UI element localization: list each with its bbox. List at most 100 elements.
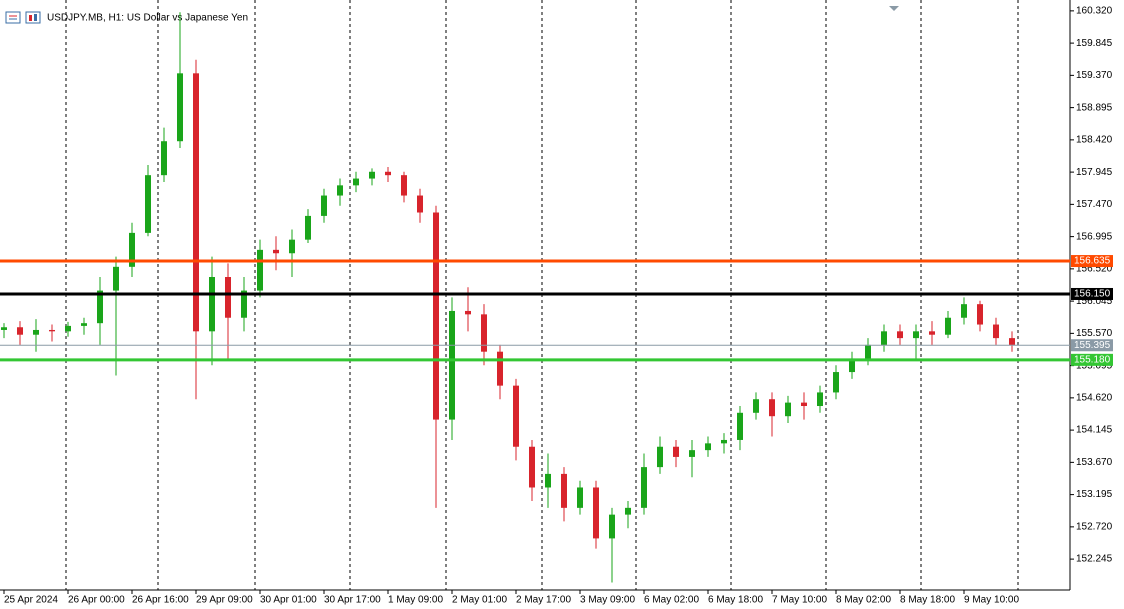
candle-body [65, 325, 71, 332]
candle-body [81, 323, 87, 326]
y-tick-label: 156.995 [1076, 231, 1113, 242]
candle-body [145, 175, 151, 233]
candle-body [273, 249, 279, 254]
y-tick-label: 158.420 [1076, 135, 1113, 146]
candle [113, 256, 119, 376]
candle-body [305, 215, 311, 240]
y-tick-label: 152.720 [1076, 521, 1113, 532]
x-tick-label: 1 May 09:00 [388, 595, 443, 606]
candle [785, 395, 791, 423]
candle [353, 171, 359, 193]
candle-body [401, 175, 407, 196]
title-icons [5, 11, 41, 24]
candle-body [961, 304, 967, 318]
candle-body [577, 487, 583, 508]
candle-body [129, 232, 135, 267]
candle-body [433, 212, 439, 420]
x-tick-label: 26 Apr 00:00 [68, 595, 125, 606]
candle-body [241, 290, 247, 318]
y-tick-label: 154.620 [1076, 393, 1113, 404]
candle [81, 317, 87, 335]
candle [721, 433, 727, 454]
x-tick-label: 2 May 01:00 [452, 595, 507, 606]
candle [561, 467, 567, 522]
y-tick-label: 159.370 [1076, 70, 1113, 81]
candle-body [417, 195, 423, 213]
candle [273, 236, 279, 271]
candle [753, 392, 759, 420]
y-tick-label: 159.845 [1076, 38, 1113, 49]
candle [849, 351, 855, 379]
candle-body [481, 314, 487, 352]
candle-body [689, 450, 695, 457]
price-level-label: 155.395 [1074, 340, 1111, 351]
x-tick-label: 30 Apr 01:00 [260, 595, 317, 606]
x-tick-label: 8 May 02:00 [836, 595, 891, 606]
candle [737, 406, 743, 451]
candle [49, 324, 55, 342]
candle-body [785, 402, 791, 417]
candle [657, 436, 663, 474]
price-level-box [1071, 339, 1113, 352]
candle [33, 319, 39, 352]
y-tick-label: 153.670 [1076, 457, 1113, 468]
shift-marker [889, 6, 899, 11]
candle [193, 59, 199, 400]
candle [369, 168, 375, 186]
price-level-box [1071, 353, 1113, 366]
candle [97, 277, 103, 345]
y-tick-label: 153.195 [1076, 489, 1113, 500]
candle [241, 277, 247, 332]
candle [881, 324, 887, 352]
candle-body [337, 185, 343, 196]
icon [5, 11, 21, 24]
candle [17, 321, 23, 345]
y-tick-label: 157.470 [1076, 199, 1113, 210]
candle-body [769, 399, 775, 417]
candle-body [225, 277, 231, 318]
candle [401, 171, 407, 203]
candle-body [289, 239, 295, 254]
x-tick-label: 25 Apr 2024 [4, 595, 58, 606]
x-tick-label: 7 May 10:00 [772, 595, 827, 606]
y-tick-label: 158.895 [1076, 102, 1113, 113]
x-tick-label: 29 Apr 09:00 [196, 595, 253, 606]
y-tick-label: 155.570 [1076, 328, 1113, 339]
candle-body [897, 331, 903, 339]
candle [129, 222, 135, 278]
candle-body [1009, 338, 1015, 345]
candle-body [737, 412, 743, 440]
y-tick-label: 157.945 [1076, 167, 1113, 178]
candle [161, 127, 167, 182]
candle [945, 310, 951, 339]
candle-body [609, 514, 615, 539]
candle [801, 392, 807, 420]
candle-body [209, 277, 215, 332]
candle-body [353, 178, 359, 186]
candle-body [673, 446, 679, 457]
candle [897, 324, 903, 345]
candle [993, 317, 999, 345]
candle-body [593, 487, 599, 539]
candle [593, 480, 599, 549]
candle [145, 164, 151, 237]
candle-body [977, 304, 983, 325]
x-tick-label: 6 May 02:00 [644, 595, 699, 606]
candle-body [801, 402, 807, 407]
y-tick-label: 156.520 [1076, 264, 1113, 275]
candle [545, 453, 551, 508]
candle [929, 321, 935, 345]
candle [289, 229, 295, 278]
candle-body [561, 473, 567, 508]
candle [513, 378, 519, 461]
price-level-box [1071, 287, 1113, 300]
candle [625, 501, 631, 529]
candle-body [161, 141, 167, 176]
x-tick-label: 26 Apr 16:00 [132, 595, 189, 606]
candle [433, 205, 439, 508]
candle-body [849, 358, 855, 373]
candle [769, 392, 775, 437]
candle [977, 300, 983, 332]
